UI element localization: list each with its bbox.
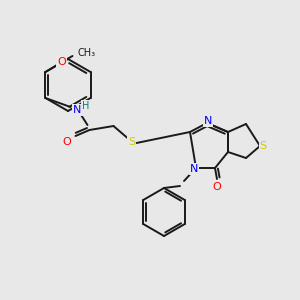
Text: H: H: [82, 101, 89, 111]
Text: O: O: [213, 182, 221, 192]
Text: O: O: [57, 57, 66, 67]
Text: O: O: [62, 137, 71, 147]
Text: S: S: [128, 137, 135, 147]
Text: N: N: [73, 105, 82, 115]
Text: CH₃: CH₃: [77, 48, 96, 58]
Text: N: N: [190, 164, 198, 174]
Text: N: N: [204, 116, 212, 126]
Text: S: S: [260, 141, 267, 151]
